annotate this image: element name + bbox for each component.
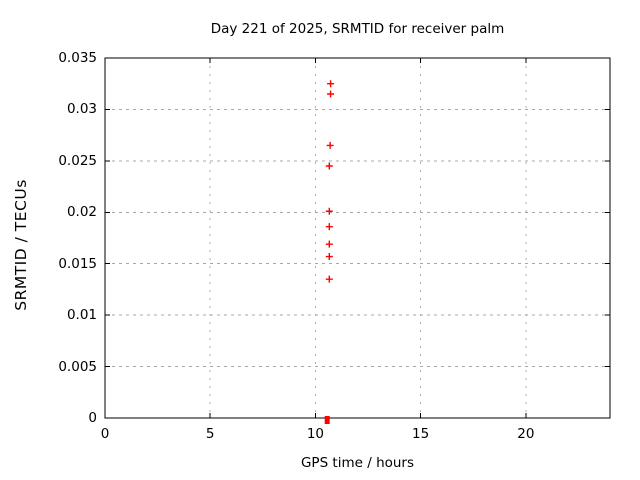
data-point-marker — [326, 141, 334, 149]
data-point-marker — [325, 207, 333, 215]
y-tick-label: 0 — [88, 410, 97, 426]
x-axis-title: GPS time / hours — [300, 455, 415, 471]
data-point-marker — [327, 80, 335, 88]
y-tick-label: 0.035 — [58, 50, 97, 66]
y-tick-label: 0.03 — [66, 101, 97, 118]
data-point-marker — [325, 253, 333, 261]
y-tick-label: 0.005 — [58, 358, 97, 375]
x-tick-label: 15 — [412, 426, 430, 442]
data-point-marker — [325, 223, 333, 231]
y-tick-label: 0.025 — [58, 152, 97, 169]
data-point-marker — [325, 275, 333, 283]
x-tick-label: 0 — [100, 426, 110, 442]
plot-border — [104, 57, 611, 419]
data-point-marker — [325, 162, 333, 170]
y-tick-label: 0.01 — [66, 307, 97, 324]
x-tick-label: 20 — [517, 426, 535, 442]
chart-title: Day 221 of 2025, SRMTID for receiver pal… — [210, 21, 505, 37]
y-tick-label: 0.015 — [58, 255, 97, 272]
data-point-square-marker — [324, 416, 330, 424]
data-point-marker — [325, 240, 333, 248]
y-tick-label: 0.02 — [66, 204, 97, 221]
x-tick-label: 10 — [306, 426, 324, 442]
data-point-marker — [327, 90, 335, 98]
x-tick-label: 5 — [205, 426, 215, 442]
